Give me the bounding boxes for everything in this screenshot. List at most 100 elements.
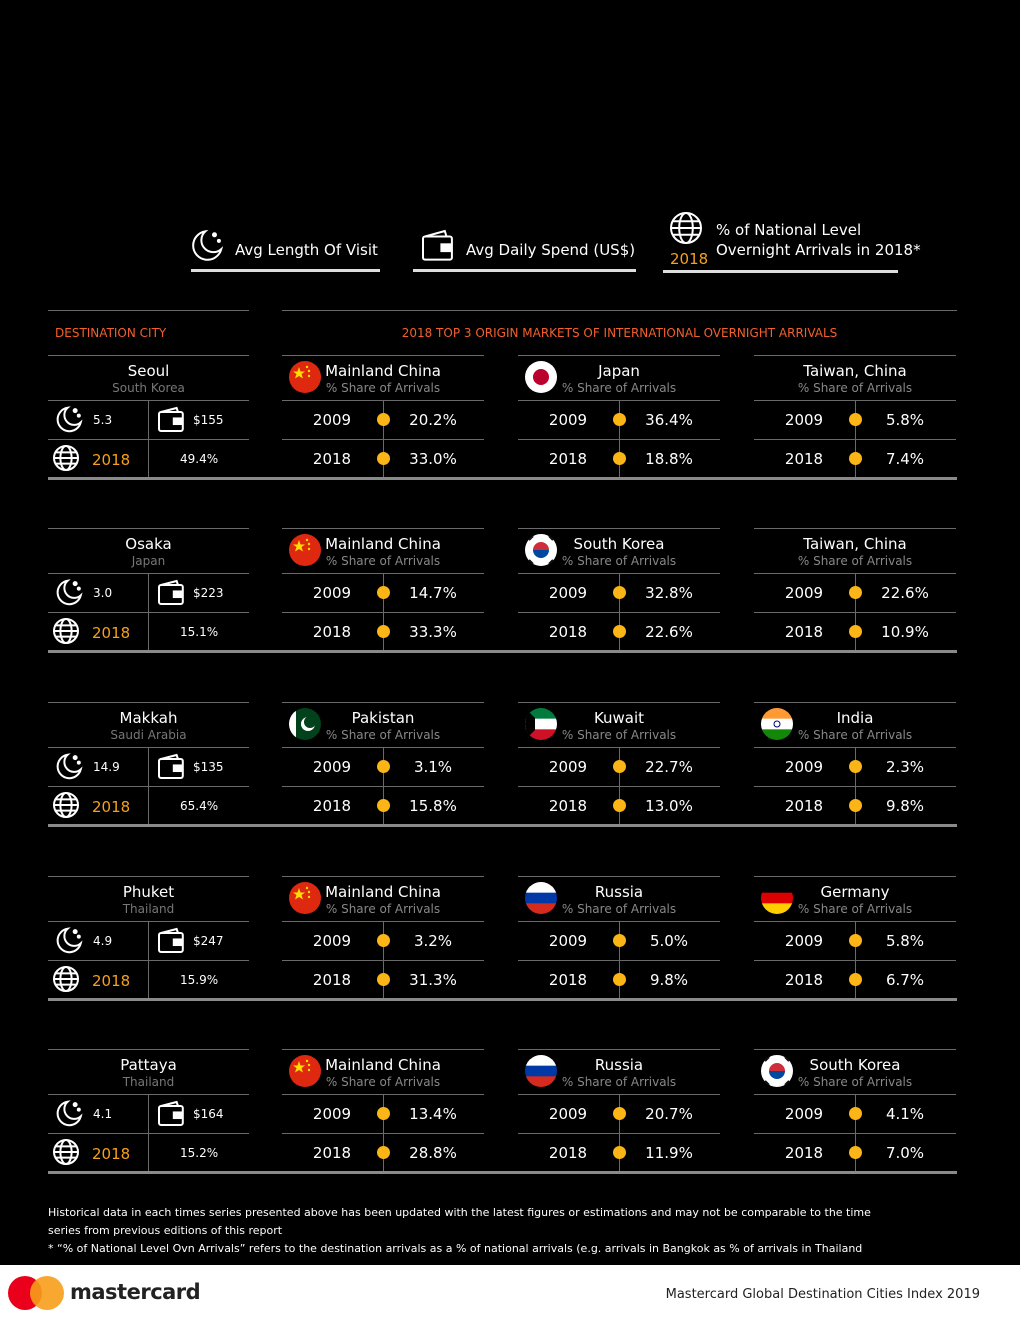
- year: 2018: [548, 797, 588, 815]
- divider: [282, 1049, 484, 1050]
- icon-spend-svg: [158, 579, 184, 606]
- city-spend: $155: [193, 413, 224, 427]
- city-spend: $164: [193, 1107, 224, 1121]
- dot: [377, 760, 390, 773]
- dot: [377, 1107, 390, 1120]
- city-length: 4.9: [93, 934, 113, 948]
- divider: [282, 876, 484, 877]
- divider: [148, 400, 149, 478]
- flag: [761, 882, 793, 914]
- share-label: % Share of Arrivals: [797, 728, 913, 742]
- share-value: 22.6%: [645, 623, 693, 641]
- share-label: % Share of Arrivals: [797, 1075, 913, 1089]
- flag-svg: [761, 1055, 793, 1087]
- share-label: % Share of Arrivals: [797, 554, 913, 568]
- dot: [849, 760, 862, 773]
- share-value: 3.2%: [413, 932, 453, 950]
- divider: [282, 310, 957, 311]
- flag-svg: [289, 361, 321, 393]
- icon-length: [55, 1099, 85, 1133]
- flag: [289, 1055, 321, 1087]
- flag: [525, 882, 557, 914]
- share-value: 5.8%: [885, 932, 925, 950]
- share-value: 15.8%: [409, 797, 457, 815]
- legend-line: [663, 270, 898, 273]
- flag: [289, 708, 321, 740]
- city-country: Thailand: [122, 902, 175, 916]
- flag-svg: [525, 708, 557, 740]
- divider: [855, 921, 856, 999]
- share-value: 33.3%: [409, 623, 457, 641]
- share-value: 13.4%: [409, 1105, 457, 1123]
- icon-spend: [157, 752, 187, 786]
- year: 2009: [784, 584, 824, 602]
- block-bottom: [48, 650, 957, 653]
- legend-spend: Avg Daily Spend (US$): [466, 241, 636, 259]
- city-length: 3.0: [93, 586, 113, 600]
- divider: [619, 921, 620, 999]
- city-national: 15.2%: [180, 1146, 219, 1160]
- city-name: Seoul: [127, 362, 170, 380]
- dot: [849, 452, 862, 465]
- flag-svg: [289, 534, 321, 566]
- block-bottom: [48, 1171, 957, 1174]
- icon-national-svg: [53, 1139, 79, 1165]
- city-length: 5.3: [93, 413, 113, 427]
- flag-svg: [289, 882, 321, 914]
- footnote: series from previous editions of this re…: [48, 1224, 283, 1237]
- footnote: Historical data in each times series pre…: [48, 1206, 871, 1219]
- share-label: % Share of Arrivals: [797, 902, 913, 916]
- logo-svg: [8, 1276, 64, 1310]
- flag-svg: [289, 1055, 321, 1087]
- legend-year: 2018: [670, 250, 709, 268]
- divider: [855, 400, 856, 478]
- share-value: 7.4%: [885, 450, 925, 468]
- flag-svg: [525, 361, 557, 393]
- divider: [282, 528, 484, 529]
- dot: [613, 1107, 626, 1120]
- share-label: % Share of Arrivals: [797, 381, 913, 395]
- market-name: South Korea: [573, 535, 665, 553]
- market-name: Russia: [594, 883, 644, 901]
- icon-spend: [157, 926, 187, 960]
- year: 2009: [784, 1105, 824, 1123]
- legend-length: Avg Length Of Visit: [235, 241, 378, 259]
- dot: [613, 799, 626, 812]
- market-name: Taiwan, China: [803, 535, 907, 553]
- dot: [377, 1146, 390, 1159]
- icon-length-svg: [56, 579, 83, 606]
- flag-svg: [525, 1055, 557, 1087]
- block-bottom: [48, 998, 957, 1001]
- market-name: Mainland China: [325, 883, 441, 901]
- dot: [613, 934, 626, 947]
- share-value: 5.8%: [885, 411, 925, 429]
- icon-length: [55, 405, 85, 439]
- city-name: Osaka: [125, 535, 172, 553]
- dot: [377, 586, 390, 599]
- dot: [849, 586, 862, 599]
- year: 2018: [784, 971, 824, 989]
- divider: [855, 747, 856, 825]
- city-country: South Korea: [112, 381, 185, 395]
- city-spend: $135: [193, 760, 224, 774]
- year: 2018: [784, 450, 824, 468]
- block-bottom: [48, 824, 957, 827]
- divider: [518, 702, 720, 703]
- year: 2018: [312, 450, 352, 468]
- flag-svg: [761, 882, 793, 914]
- divider: [48, 310, 249, 311]
- share-label: % Share of Arrivals: [561, 1075, 677, 1089]
- year: 2018: [784, 623, 824, 641]
- year: 2009: [548, 932, 588, 950]
- logo: [8, 1276, 64, 1314]
- share-value: 11.9%: [645, 1144, 693, 1162]
- icon-national: [52, 965, 82, 999]
- city-year: 2018: [92, 624, 131, 642]
- share-value: 36.4%: [645, 411, 693, 429]
- year: 2009: [548, 1105, 588, 1123]
- divider: [754, 355, 956, 356]
- dot: [849, 799, 862, 812]
- divider: [48, 355, 249, 356]
- market-name: Mainland China: [325, 535, 441, 553]
- icon-length: [55, 926, 85, 960]
